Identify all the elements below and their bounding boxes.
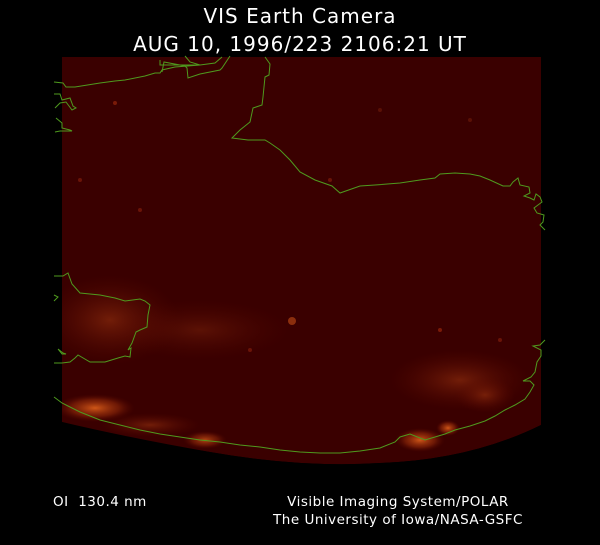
page-title: VIS Earth Camera [203, 4, 397, 28]
observation-timestamp: AUG 10, 1996/223 2106:21 UT [133, 32, 467, 56]
instrument-credit: Visible Imaging System/POLAR [287, 494, 509, 510]
wavelength-label: OI 130.4 nm [53, 494, 147, 510]
institution-credit: The University of Iowa/NASA-GSFC [273, 512, 523, 528]
